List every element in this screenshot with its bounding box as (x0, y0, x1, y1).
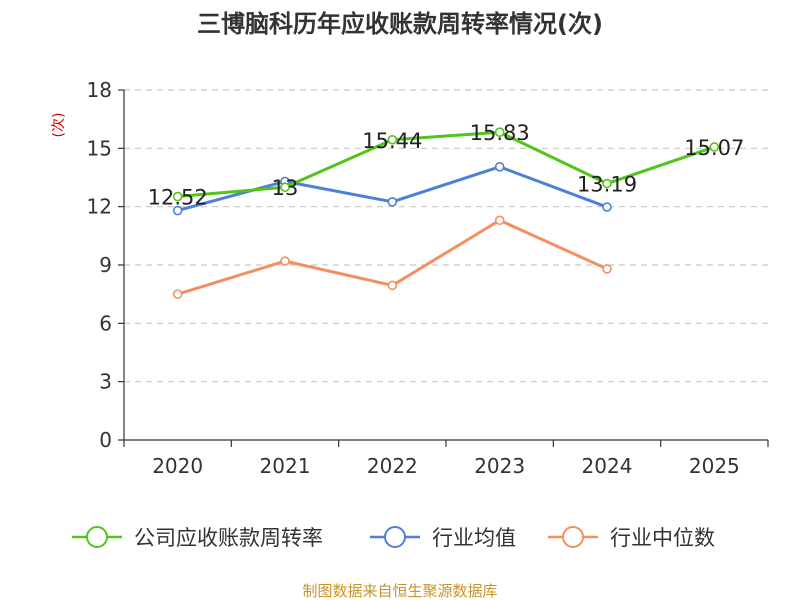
x-tick-label: 2023 (474, 454, 525, 478)
data-point[interactable] (172, 205, 183, 216)
y-tick-label: 3 (99, 370, 112, 394)
y-tick-label: 12 (87, 195, 112, 219)
legend-marker (384, 526, 406, 548)
y-tick-label: 0 (99, 428, 112, 452)
data-point[interactable] (172, 191, 183, 202)
data-label: 13.19 (577, 173, 637, 197)
y-tick-label: 18 (87, 78, 112, 102)
x-tick-label: 2021 (260, 454, 311, 478)
legend-item[interactable]: 行业均值 (370, 526, 516, 550)
legend-label: 行业均值 (432, 526, 516, 550)
axes: 0 3 6 9 12 15 18 2020 2021 2022 2023 2024 2025 (87, 78, 769, 478)
data-point[interactable] (494, 162, 505, 172)
data-point[interactable] (387, 197, 398, 207)
y-tick-label: 15 (87, 136, 112, 160)
data-label: 15.83 (470, 121, 530, 145)
data-point[interactable] (602, 202, 612, 212)
data-labels: 12.52 13 15.44 15.83 13.19 15.07 (148, 121, 745, 209)
data-point[interactable] (280, 182, 290, 193)
legend-item[interactable]: 行业中位数 (548, 526, 715, 550)
data-label: 15.44 (362, 129, 422, 153)
legend-label: 公司应收账款周转率 (134, 526, 323, 550)
source-note: 制图数据来自恒生聚源数据库 (302, 582, 497, 600)
data-label: 13 (272, 176, 299, 200)
x-tick-label: 2025 (689, 454, 740, 478)
y-axis-label: (次) (51, 113, 67, 138)
series (172, 127, 720, 299)
chart-title: 三博脑科历年应收账款周转率情况(次) (197, 10, 603, 38)
data-point[interactable] (709, 142, 720, 152)
data-label: 12.52 (148, 186, 208, 210)
x-tick-label: 2022 (367, 454, 418, 478)
data-point[interactable] (602, 264, 612, 274)
legend-label: 行业中位数 (610, 526, 715, 550)
data-point[interactable] (172, 289, 183, 299)
legend-marker (86, 526, 108, 548)
legend[interactable]: 公司应收账款周转率 行业均值 行业中位数 (72, 526, 715, 550)
y-tick-label: 9 (99, 253, 112, 277)
data-point[interactable] (494, 127, 505, 137)
x-tick-label: 2020 (152, 454, 203, 478)
data-point[interactable] (280, 256, 290, 266)
legend-item[interactable]: 公司应收账款周转率 (72, 526, 323, 550)
x-tick-label: 2024 (582, 454, 633, 478)
data-point[interactable] (387, 134, 398, 145)
data-label: 15.07 (684, 136, 744, 160)
grid (124, 89, 768, 383)
data-point[interactable] (602, 178, 612, 189)
data-point[interactable] (494, 215, 505, 226)
y-tick-label: 6 (99, 311, 112, 335)
legend-marker (562, 526, 584, 548)
series-line (177, 130, 715, 199)
data-point[interactable] (387, 280, 398, 291)
